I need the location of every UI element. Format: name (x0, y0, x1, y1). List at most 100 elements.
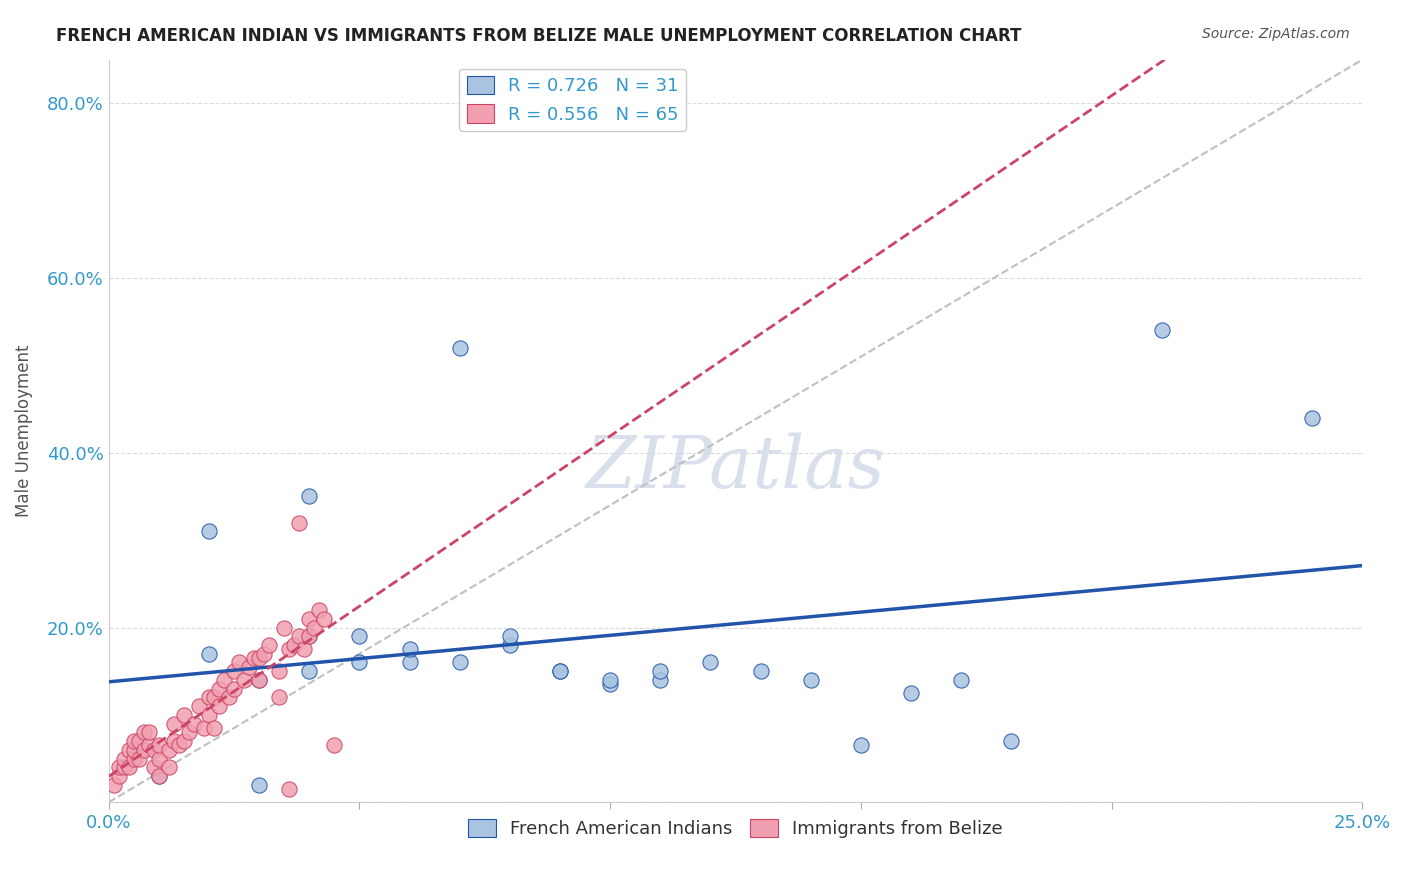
Point (118, 760, 141, 774)
Point (257, 638, 280, 652)
Point (128, 751, 150, 765)
Point (1000, 734, 1022, 748)
Point (449, 656, 471, 670)
Point (599, 677, 621, 691)
Point (269, 690, 291, 705)
Point (278, 782, 301, 797)
Point (167, 739, 190, 753)
Point (238, 660, 260, 674)
Point (183, 716, 205, 731)
Point (548, 664, 571, 678)
Point (278, 642, 301, 657)
Point (202, 690, 225, 705)
Point (198, 647, 221, 661)
Point (283, 638, 305, 652)
Point (233, 673, 256, 687)
Point (112, 760, 135, 774)
Point (323, 739, 346, 753)
Point (298, 629, 321, 643)
Point (148, 751, 170, 765)
Point (1301, 410, 1323, 425)
Point (173, 707, 195, 722)
Point (849, 739, 872, 753)
Point (599, 673, 621, 687)
Text: FRENCH AMERICAN INDIAN VS IMMIGRANTS FROM BELIZE MALE UNEMPLOYMENT CORRELATION C: FRENCH AMERICAN INDIAN VS IMMIGRANTS FRO… (56, 27, 1022, 45)
Y-axis label: Male Unemployment: Male Unemployment (15, 344, 32, 517)
Point (650, 664, 672, 678)
Point (398, 642, 420, 657)
Point (148, 769, 170, 783)
Point (222, 681, 245, 696)
Point (900, 686, 922, 700)
Point (269, 664, 291, 678)
Point (132, 725, 155, 739)
Point (548, 664, 571, 678)
Point (222, 664, 245, 678)
Point (118, 743, 141, 757)
Point (173, 734, 195, 748)
Point (208, 681, 231, 696)
Point (142, 743, 165, 757)
Point (449, 341, 471, 355)
Point (800, 673, 823, 687)
Point (198, 707, 221, 722)
Point (107, 760, 129, 774)
Point (298, 490, 321, 504)
Legend: French American Indians, Immigrants from Belize: French American Indians, Immigrants from… (461, 812, 1010, 846)
Point (132, 743, 155, 757)
Point (202, 721, 225, 735)
Text: Source: ZipAtlas.com: Source: ZipAtlas.com (1202, 27, 1350, 41)
Point (163, 734, 186, 748)
Point (288, 629, 311, 643)
Point (247, 651, 270, 665)
Point (198, 524, 221, 539)
Point (193, 721, 215, 735)
Point (208, 699, 231, 714)
Point (148, 739, 170, 753)
Point (228, 656, 250, 670)
Point (138, 725, 160, 739)
Point (298, 612, 321, 626)
Point (650, 673, 672, 687)
Text: ZIPatlas: ZIPatlas (586, 433, 886, 503)
Point (107, 769, 129, 783)
Point (112, 751, 135, 765)
Point (950, 673, 973, 687)
Point (314, 612, 336, 626)
Point (212, 673, 235, 687)
Point (142, 760, 165, 774)
Point (128, 734, 150, 748)
Point (187, 699, 209, 714)
Point (253, 647, 276, 661)
Point (308, 603, 330, 617)
Point (138, 739, 160, 753)
Point (122, 734, 145, 748)
Point (103, 778, 125, 792)
Point (247, 673, 270, 687)
Point (398, 656, 420, 670)
Point (749, 664, 772, 678)
Point (699, 656, 721, 670)
Point (218, 690, 240, 705)
Point (298, 664, 321, 678)
Point (349, 656, 371, 670)
Point (122, 751, 145, 765)
Point (243, 651, 266, 665)
Point (499, 638, 522, 652)
Point (292, 642, 315, 657)
Point (1150, 323, 1173, 337)
Point (298, 629, 321, 643)
Point (247, 778, 270, 792)
Point (273, 621, 295, 635)
Point (198, 690, 221, 705)
Point (163, 716, 186, 731)
Point (499, 629, 522, 643)
Point (247, 673, 270, 687)
Point (148, 769, 170, 783)
Point (157, 760, 180, 774)
Point (177, 725, 200, 739)
Point (157, 743, 180, 757)
Point (304, 621, 326, 635)
Point (288, 516, 311, 530)
Point (122, 743, 145, 757)
